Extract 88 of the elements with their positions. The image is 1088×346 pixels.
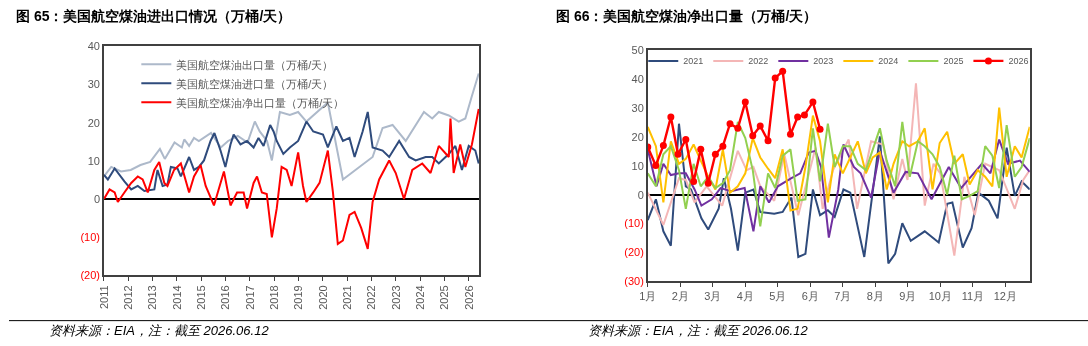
point (800, 111, 808, 119)
x-tick-label: 12月 (993, 290, 1017, 303)
x-tick-label: 8月 (866, 290, 884, 303)
point (816, 125, 824, 133)
point (779, 67, 787, 75)
point (794, 113, 802, 121)
x-tick-label: 11月 (961, 290, 985, 303)
legend-label: 美国航空煤油出口量（万桶/天） (176, 58, 334, 71)
y-tick-label: 10 (631, 159, 644, 172)
x-tick-label: 2022 (365, 285, 378, 310)
legend-label: 2026 (1008, 56, 1029, 67)
point (741, 98, 749, 106)
point (690, 177, 698, 185)
x-tick-label: 2025 (438, 285, 451, 310)
line-series (647, 120, 1030, 228)
x-tick-label: 2019 (292, 285, 305, 310)
x-tick-label: 2015 (194, 285, 207, 310)
point (734, 124, 742, 132)
point (809, 98, 817, 106)
x-tick-label: 2014 (170, 285, 183, 310)
point (719, 142, 727, 150)
line-series (647, 82, 1030, 257)
x-tick-label: 6月 (801, 290, 819, 303)
x-tick-label: 1月 (639, 290, 657, 303)
line-series (647, 138, 1030, 239)
point (697, 145, 705, 153)
point (771, 74, 779, 82)
legend-label: 2023 (813, 56, 834, 67)
x-tick-label: 10月 (928, 290, 952, 303)
x-tick-label: 2026 (462, 285, 475, 310)
y-tick-label: 20 (87, 116, 100, 129)
x-tick-label: 5月 (769, 290, 787, 303)
line-series (103, 72, 480, 181)
y-tick-label: 0 (637, 188, 644, 201)
point (704, 179, 712, 187)
legend-label: 2025 (943, 56, 964, 67)
y-tick-label: (10) (624, 217, 644, 230)
point (764, 137, 772, 145)
point (674, 150, 682, 158)
x-tick-label: 2011 (97, 285, 110, 310)
x-tick-label: 7月 (834, 290, 852, 303)
point (749, 132, 757, 140)
point (786, 130, 794, 138)
x-tick-label: 3月 (704, 290, 722, 303)
x-tick-label: 2021 (340, 285, 353, 310)
y-tick-label: 10 (87, 154, 100, 167)
x-tick-label: 2024 (413, 285, 426, 310)
line-series (103, 107, 480, 250)
line-series (647, 106, 1030, 212)
legend-label: 美国航空煤油净出口量（万桶/天） (176, 96, 345, 109)
x-tick-label: 2013 (146, 285, 159, 310)
point (682, 136, 690, 144)
x-tick-label: 2012 (121, 285, 134, 310)
y-tick-label: (30) (624, 275, 644, 288)
y-tick-label: 0 (93, 192, 100, 205)
y-tick-label: 30 (631, 101, 644, 114)
x-tick-label: 4月 (736, 290, 754, 303)
point (756, 122, 764, 130)
y-tick-label: 50 (631, 44, 644, 57)
y-tick-label: (10) (80, 230, 100, 243)
line-series (103, 111, 480, 192)
point (726, 120, 734, 128)
legend-label: 2022 (748, 56, 769, 67)
y-tick-label: 30 (87, 78, 100, 91)
x-tick-label: 2017 (243, 285, 256, 310)
line-series (647, 122, 1030, 265)
text: 资料来源：EIA，注：截至 2026.06.12 (49, 323, 270, 338)
y-tick-label: 40 (631, 73, 644, 86)
text: 资料来源：EIA，注：截至 2026.06.12 (588, 323, 809, 338)
chart-title: 图 65：美国航空煤油进出口情况（万桶/天） (16, 8, 292, 24)
x-tick-label: 9月 (899, 290, 917, 303)
point (652, 162, 660, 170)
legend-label: 2024 (878, 56, 899, 67)
x-tick-label: 2020 (316, 285, 329, 310)
chart-title: 图 66：美国航空煤油净出口量（万桶/天） (556, 8, 818, 24)
y-tick-label: (20) (624, 246, 644, 259)
legend-label: 2021 (683, 56, 704, 67)
y-tick-label: 40 (87, 40, 100, 53)
x-tick-label: 2018 (267, 285, 280, 310)
point (711, 150, 719, 158)
point (667, 113, 675, 121)
y-tick-label: (20) (80, 269, 100, 282)
legend-label: 美国航空煤油进口量（万桶/天） (176, 77, 334, 90)
point (659, 142, 667, 150)
y-tick-label: 20 (631, 130, 644, 143)
x-tick-label: 2023 (389, 285, 402, 310)
x-tick-label: 2月 (671, 290, 689, 303)
x-tick-label: 2016 (219, 285, 232, 310)
